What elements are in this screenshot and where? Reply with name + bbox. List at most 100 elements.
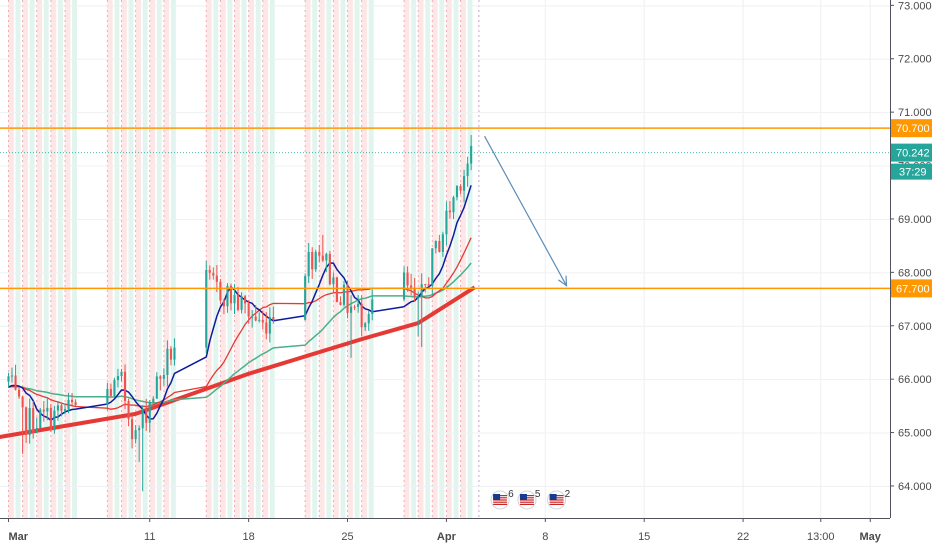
session-shading	[8, 0, 14, 518]
session-shading	[234, 0, 240, 518]
candle-body	[63, 409, 67, 411]
candle-body	[67, 399, 70, 410]
session-shading	[368, 0, 374, 518]
candle-body	[215, 275, 218, 282]
session-shading	[43, 0, 49, 518]
session-shading	[107, 0, 113, 518]
candle-body	[265, 322, 268, 334]
candle-body	[304, 276, 307, 320]
candle-body	[258, 319, 261, 321]
session-shading	[411, 0, 417, 518]
candle-body	[448, 210, 452, 213]
price-axis-background	[890, 0, 932, 550]
session-shading	[432, 0, 438, 518]
forecast-arrow[interactable]	[484, 135, 568, 286]
flag-canton	[519, 494, 527, 500]
forecast-arrow-head	[558, 275, 568, 287]
candle-body	[251, 316, 254, 318]
session-shading	[354, 0, 360, 518]
candle-body	[60, 405, 63, 411]
session-shading	[64, 0, 71, 518]
candle-body	[229, 285, 233, 304]
session-shading	[446, 0, 452, 518]
candle-body	[162, 375, 165, 379]
candle-body	[173, 347, 176, 360]
candle-body	[74, 402, 77, 406]
price-tick-label: 72.000	[898, 54, 932, 66]
time-tick-label: May	[860, 531, 882, 543]
candle-body	[145, 409, 148, 423]
candle-body	[240, 296, 243, 310]
flag-stripe	[493, 503, 508, 505]
candle-body	[10, 375, 14, 377]
candle-body	[226, 285, 229, 307]
candle-body	[39, 409, 42, 428]
candle-body	[49, 407, 52, 431]
candle-body	[148, 402, 151, 423]
candle-body	[455, 186, 459, 198]
session-shading	[22, 0, 28, 518]
event-count: 6	[508, 489, 514, 500]
session-shading	[347, 0, 353, 518]
flag-stripe	[519, 503, 534, 505]
candle-body	[261, 319, 264, 323]
session-shading	[425, 0, 431, 518]
candle-body	[155, 376, 158, 399]
session-shading	[227, 0, 233, 518]
event-count: 5	[535, 489, 541, 500]
candle-body	[219, 281, 222, 301]
session-shading	[460, 0, 466, 518]
last-price-tag: 70.242	[896, 148, 930, 160]
candle-body	[14, 375, 17, 390]
candle-body	[56, 405, 59, 411]
candle-body	[106, 388, 109, 406]
session-shading	[72, 0, 77, 518]
candle-body	[123, 371, 127, 401]
time-tick-label: 13:00	[807, 531, 835, 543]
session-shading	[340, 0, 346, 518]
candle-body	[427, 284, 430, 286]
time-tick-label: Mar	[8, 531, 28, 543]
candle-body	[346, 284, 349, 313]
session-shading	[404, 0, 410, 518]
flag-stripe	[493, 501, 508, 503]
candle-body	[32, 408, 35, 433]
candle-body	[169, 348, 172, 360]
candle-body	[109, 388, 112, 396]
session-shading	[163, 0, 170, 518]
time-tick-label: 15	[638, 531, 650, 543]
candle-body	[413, 288, 416, 298]
price-tick-label: 64.000	[898, 481, 932, 493]
candle-body	[134, 430, 137, 440]
price-tick-label: 71.000	[898, 107, 932, 119]
time-tick-label: 8	[542, 531, 548, 543]
candle-body	[116, 375, 120, 381]
bar-countdown: 37:29	[899, 167, 927, 179]
candle-body	[367, 313, 370, 324]
candle-body	[466, 163, 469, 177]
moving-average-fast-line	[8, 185, 472, 422]
session-shading	[255, 0, 261, 518]
time-tick-label: 22	[737, 531, 749, 543]
session-shading	[142, 0, 148, 518]
candle-body	[46, 407, 49, 412]
session-shading	[121, 0, 127, 518]
candle-body	[463, 176, 466, 191]
session-shading	[15, 0, 21, 518]
session-shading	[149, 0, 156, 518]
candle-body	[35, 427, 38, 433]
session-shading	[57, 0, 63, 518]
session-shading	[170, 0, 176, 518]
level-price-tag: 67.700	[896, 283, 930, 295]
candle-body	[325, 253, 328, 261]
session-shading	[29, 0, 35, 518]
candle-body	[205, 269, 208, 348]
candle-body	[353, 306, 356, 308]
session-shading	[453, 0, 459, 518]
session-shading	[206, 0, 212, 518]
level-price-tag-box	[891, 279, 932, 298]
candle-body	[417, 297, 420, 299]
